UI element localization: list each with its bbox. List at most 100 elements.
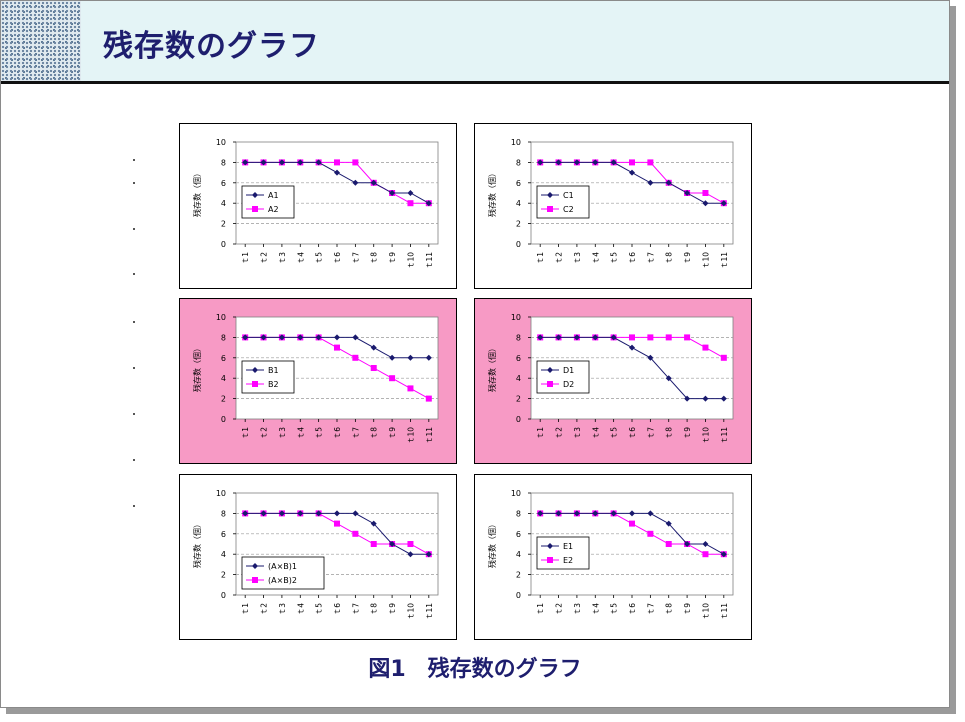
data-point bbox=[370, 541, 377, 547]
y-axis-label: 残存数（個） bbox=[487, 344, 497, 392]
data-point bbox=[702, 190, 709, 196]
data-point bbox=[702, 200, 709, 207]
x-tick-label: ｔ2 bbox=[260, 603, 269, 615]
legend-swatch-marker bbox=[252, 367, 258, 373]
y-tick-label: 8 bbox=[221, 333, 226, 342]
legend-swatch-marker bbox=[547, 381, 553, 387]
y-tick-label: 4 bbox=[221, 374, 226, 383]
legend-box bbox=[241, 556, 325, 590]
data-point bbox=[260, 159, 267, 166]
data-point bbox=[647, 530, 654, 537]
data-point bbox=[260, 334, 267, 341]
x-tick-label: ｔ7 bbox=[351, 252, 360, 264]
data-point bbox=[389, 190, 396, 196]
data-point bbox=[629, 520, 635, 527]
x-tick-label: ｔ8 bbox=[370, 252, 379, 264]
y-tick-label: 4 bbox=[516, 199, 521, 208]
x-tick-label: ｔ3 bbox=[573, 427, 582, 439]
chart-panel-d: 0 2 4 6 8 10 ｔ1 ｔ2 ｔ3 ｔ4 ｔ5 ｔ6 ｔ7 ｔ8 ｔ9 ｔ10 ｔ11 残存数（個） D1 D… bbox=[474, 298, 752, 464]
data-point bbox=[684, 190, 691, 196]
y-tick-label: 10 bbox=[216, 489, 226, 498]
data-point bbox=[537, 334, 544, 341]
data-point bbox=[352, 334, 359, 341]
x-tick-label: ｔ2 bbox=[555, 252, 564, 264]
y-tick-label: 6 bbox=[221, 530, 226, 539]
data-point bbox=[315, 334, 322, 341]
legend: (A×B)1 (A×B)2 bbox=[241, 556, 325, 590]
legend-label: E1 bbox=[563, 542, 573, 551]
x-tick-label: ｔ11 bbox=[425, 603, 434, 620]
data-point bbox=[334, 169, 340, 176]
data-point bbox=[720, 354, 727, 361]
x-tick-label: ｔ11 bbox=[425, 252, 434, 269]
legend-box bbox=[536, 536, 590, 570]
chart-panel-e: 0 2 4 6 8 10 ｔ1 ｔ2 ｔ3 ｔ4 ｔ5 ｔ6 ｔ7 ｔ8 ｔ9 ｔ10 ｔ11 残存数（個） E1 E… bbox=[474, 474, 752, 640]
data-point bbox=[370, 365, 377, 371]
data-point bbox=[297, 334, 304, 341]
x-tick-label: ｔ1 bbox=[241, 427, 250, 439]
y-tick-label: 10 bbox=[511, 138, 521, 147]
data-point bbox=[573, 510, 580, 517]
x-tick-label: ｔ11 bbox=[720, 252, 729, 269]
y-tick-label: 0 bbox=[516, 415, 521, 424]
x-tick-label: ｔ8 bbox=[665, 252, 674, 264]
data-point bbox=[665, 375, 672, 382]
x-tick-label: ｔ2 bbox=[260, 252, 269, 264]
data-point bbox=[592, 334, 599, 341]
x-tick-label: ｔ1 bbox=[241, 603, 250, 615]
y-tick-label: 4 bbox=[516, 374, 521, 383]
x-tick-label: ｔ2 bbox=[555, 427, 564, 439]
data-point bbox=[537, 159, 544, 166]
margin-mark bbox=[133, 182, 135, 184]
y-tick-label: 10 bbox=[216, 313, 226, 322]
x-tick-label: ｔ5 bbox=[315, 603, 324, 615]
x-tick-label: ｔ5 bbox=[610, 252, 619, 264]
legend: B1 B2 bbox=[241, 360, 295, 394]
x-tick-label: ｔ4 bbox=[296, 252, 305, 264]
data-point bbox=[352, 354, 359, 361]
legend-swatch-marker bbox=[252, 192, 258, 198]
x-tick-label: ｔ11 bbox=[425, 427, 434, 444]
y-axis-label: 残存数（個） bbox=[487, 169, 497, 217]
x-tick-label: ｔ4 bbox=[591, 603, 600, 615]
data-point bbox=[334, 334, 340, 341]
y-axis-label: 残存数（個） bbox=[192, 520, 202, 568]
legend-box bbox=[536, 185, 590, 219]
x-tick-label: ｔ7 bbox=[351, 603, 360, 615]
legend-swatch-marker bbox=[252, 381, 258, 387]
y-tick-label: 4 bbox=[221, 199, 226, 208]
y-tick-label: 4 bbox=[221, 550, 226, 559]
y-tick-label: 8 bbox=[516, 158, 521, 167]
data-point bbox=[592, 159, 599, 166]
data-point bbox=[629, 169, 635, 176]
x-tick-label: ｔ8 bbox=[665, 427, 674, 439]
data-point bbox=[389, 541, 396, 547]
y-tick-label: 10 bbox=[511, 313, 521, 322]
data-point bbox=[370, 520, 377, 527]
legend-swatch-marker bbox=[547, 367, 553, 373]
x-tick-label: ｔ9 bbox=[388, 252, 397, 264]
data-point bbox=[334, 159, 340, 166]
y-tick-label: 8 bbox=[221, 158, 226, 167]
data-point bbox=[407, 551, 414, 558]
data-point bbox=[242, 159, 249, 166]
x-tick-label: ｔ9 bbox=[683, 427, 692, 439]
y-tick-label: 6 bbox=[516, 179, 521, 188]
x-tick-label: ｔ2 bbox=[260, 427, 269, 439]
x-tick-label: ｔ4 bbox=[296, 427, 305, 439]
data-point bbox=[629, 344, 635, 351]
y-tick-label: 8 bbox=[516, 509, 521, 518]
x-tick-label: ｔ6 bbox=[333, 603, 342, 615]
data-point bbox=[425, 354, 432, 361]
margin-mark bbox=[133, 321, 135, 323]
data-point bbox=[702, 541, 709, 547]
data-point bbox=[407, 200, 414, 207]
x-tick-label: ｔ9 bbox=[683, 252, 692, 264]
figure-caption: 図1 残存数のグラフ bbox=[368, 657, 582, 682]
y-tick-label: 8 bbox=[221, 509, 226, 518]
x-tick-label: ｔ6 bbox=[333, 252, 342, 264]
x-tick-label: ｔ1 bbox=[241, 252, 250, 264]
legend-label: D1 bbox=[563, 366, 574, 375]
data-point bbox=[352, 179, 359, 186]
